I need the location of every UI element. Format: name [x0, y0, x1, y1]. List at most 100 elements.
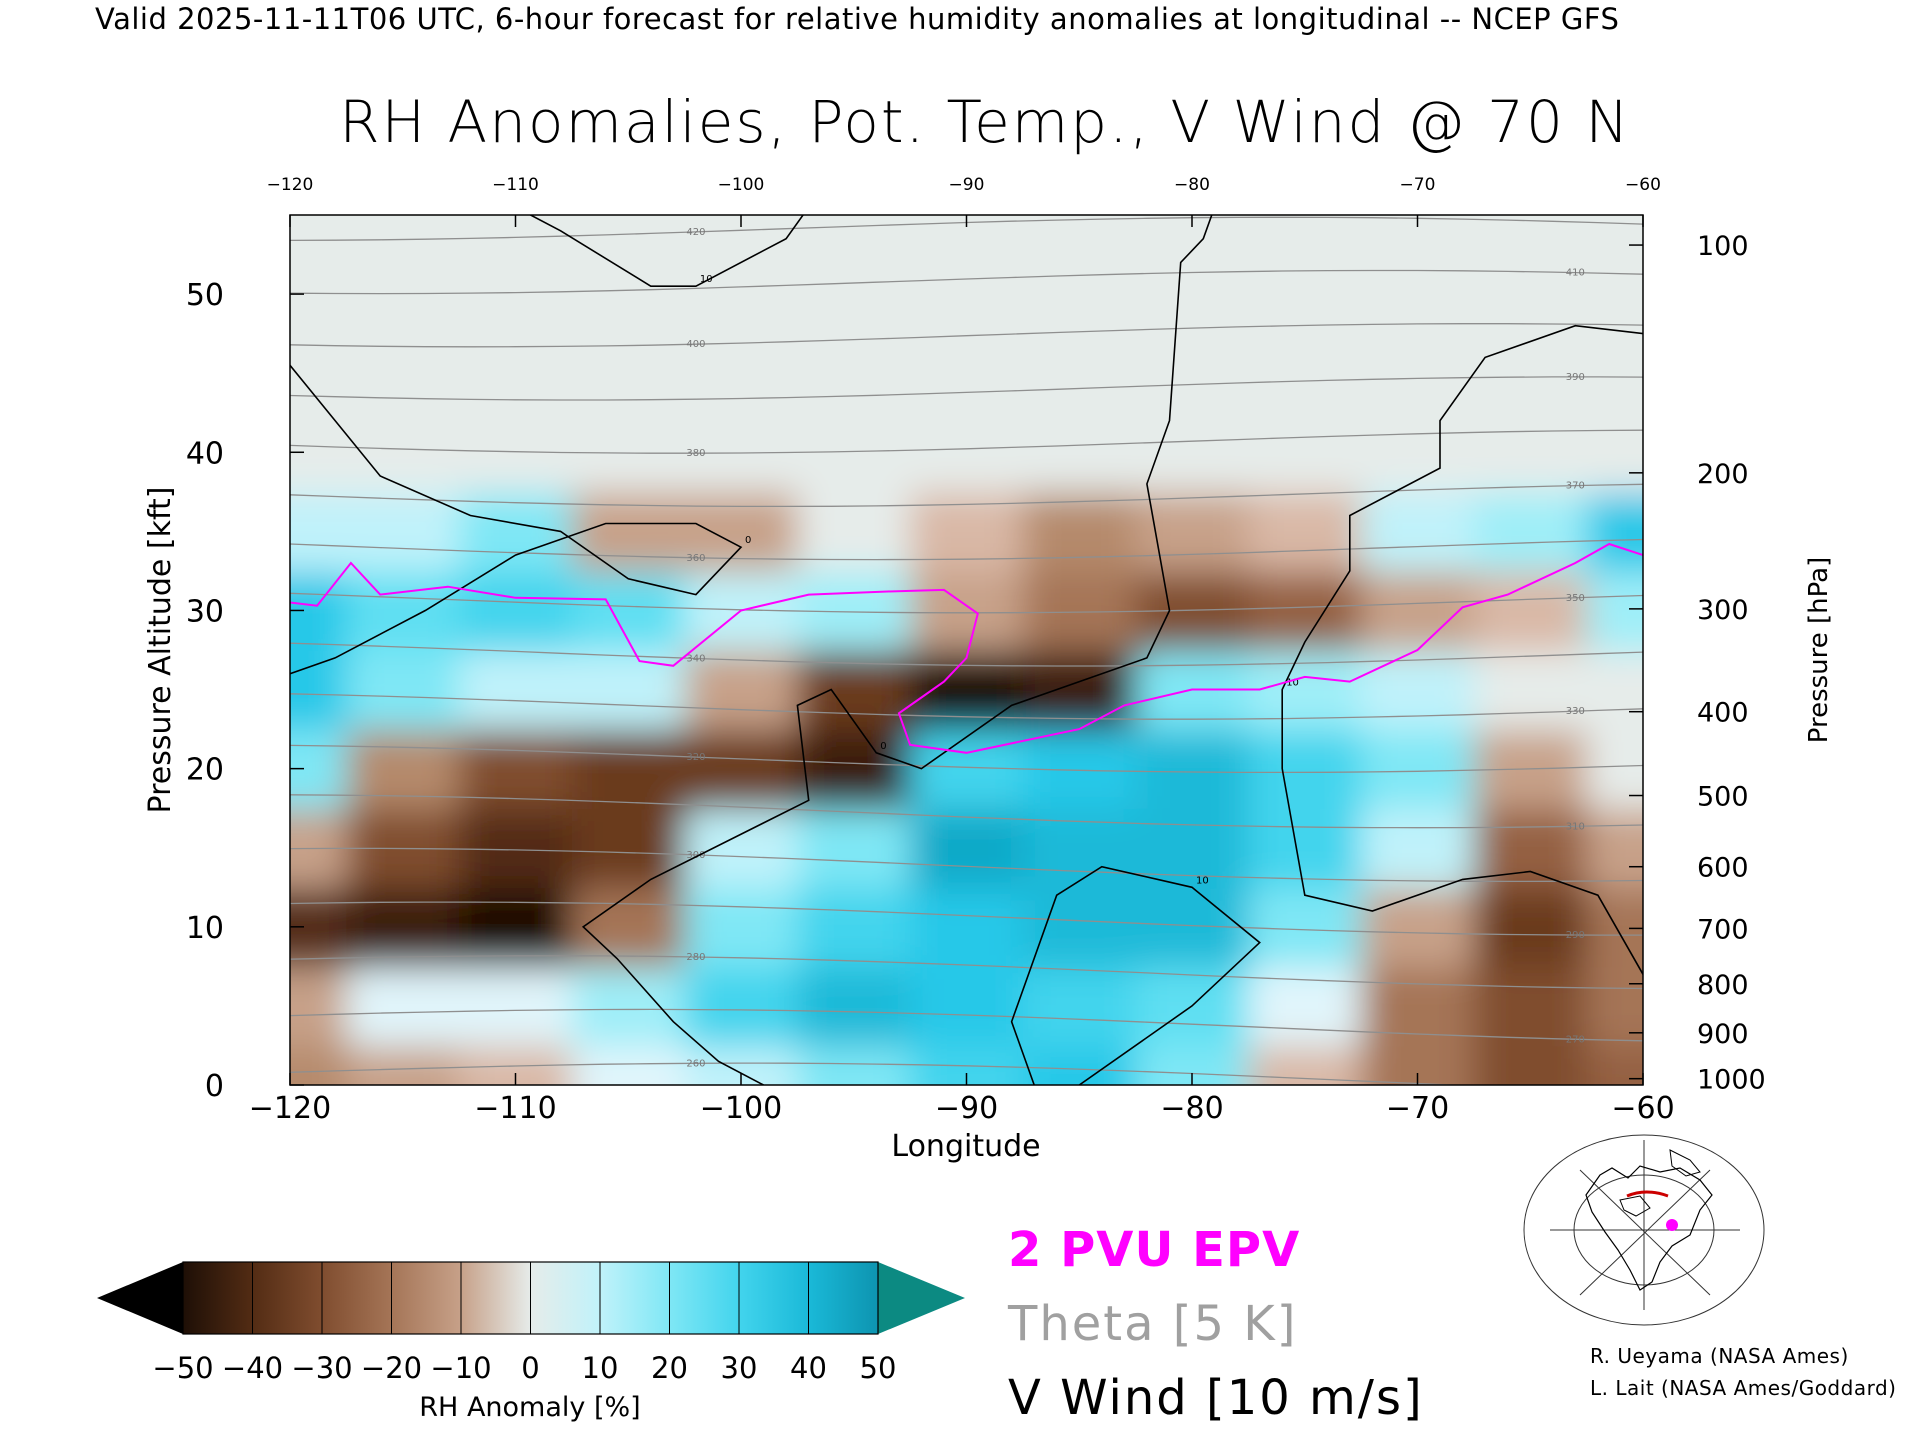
x-tick-label-top: −80 — [1174, 175, 1210, 195]
x-tick-label: −80 — [1160, 1091, 1223, 1126]
axes: −120 −120 −110 −110 −100 −100 −90 −90 −80 −80 −70 −… — [143, 175, 1834, 1164]
v-wind-line — [290, 364, 743, 675]
v-wind-line — [1281, 324, 1643, 975]
rh-cell — [571, 966, 686, 1047]
rh-cell — [571, 887, 686, 968]
colorbar-segment — [252, 1262, 323, 1334]
theta-label: 320 — [686, 752, 705, 763]
v-wind-label: 0 — [745, 535, 751, 546]
x-tick-label-top: −100 — [718, 175, 765, 195]
y-tick-label: 30 — [186, 594, 224, 629]
pressure-tick-label: 400 — [1697, 698, 1749, 729]
colorbar-segment — [600, 1262, 670, 1334]
rh-cell — [1586, 412, 1643, 493]
rh-cell — [346, 412, 461, 493]
rh-cell — [459, 729, 573, 810]
y-tick-label: 50 — [186, 278, 224, 313]
rh-cell — [1473, 808, 1588, 889]
v-wind-label: 10 — [700, 274, 713, 285]
rh-cell — [1022, 491, 1137, 572]
v-wind-line — [581, 215, 1213, 1085]
rh-cell — [1361, 729, 1475, 810]
rh-cell — [1361, 254, 1475, 335]
rh-cell — [910, 887, 1024, 968]
pressure-tick-label: 900 — [1697, 1019, 1749, 1050]
colorbar-tick-label: 40 — [790, 1351, 827, 1385]
colorbar-segment — [530, 1262, 601, 1334]
theta-line — [290, 376, 1643, 401]
rh-cell — [1248, 254, 1363, 335]
rh-cell — [290, 966, 348, 1047]
rh-cell — [346, 254, 461, 335]
rh-cell — [571, 570, 686, 651]
x-tick-label-top: −90 — [949, 175, 985, 195]
rh-cell — [571, 808, 686, 889]
rh-cell — [1022, 333, 1137, 414]
rh-cell — [1361, 491, 1475, 572]
colorbar-segment — [461, 1262, 531, 1334]
x-tick-label-top: −70 — [1400, 175, 1436, 195]
rh-cell — [459, 570, 573, 651]
rh-cell — [1135, 333, 1250, 414]
rh-cell — [571, 729, 686, 810]
rh-cell — [1248, 570, 1363, 651]
rh-cell — [910, 254, 1024, 335]
rh-cell — [1473, 333, 1588, 414]
colorbar-tick-label: −10 — [430, 1351, 491, 1385]
theta-line — [290, 483, 1643, 508]
colorbar-segment — [391, 1262, 462, 1334]
colorbar-tick-label: 30 — [721, 1351, 758, 1385]
theta-label: 300 — [686, 850, 705, 861]
location-map — [1523, 1134, 1765, 1326]
y-tick-label: 10 — [186, 911, 224, 946]
credit-line-1: R. Ueyama (NASA Ames) — [1590, 1344, 1849, 1368]
theta-line — [290, 744, 1643, 774]
theta-label: 380 — [686, 448, 705, 459]
x-tick-label-top: −120 — [267, 175, 314, 195]
rh-cell — [797, 412, 912, 493]
colorbar-tick-label: 20 — [651, 1351, 688, 1385]
colorbar-tick-label: −30 — [291, 1351, 352, 1385]
rh-cell — [684, 254, 799, 335]
v-wind-label: 0 — [880, 741, 886, 752]
rh-cell — [290, 1045, 348, 1085]
colorbar-tick-label: −40 — [222, 1351, 283, 1385]
rh-cell — [1135, 729, 1250, 810]
y-axis-label-left: Pressure Altitude [kft] — [143, 487, 178, 814]
theta-label: 370 — [1566, 481, 1585, 492]
rh-cell — [1022, 215, 1137, 256]
theta-label: 360 — [686, 553, 705, 564]
rh-cell — [1248, 333, 1363, 414]
rh-cell — [797, 215, 912, 256]
rh-cell — [910, 412, 1024, 493]
rh-cell — [1586, 570, 1643, 651]
theta-line — [290, 323, 1643, 348]
x-tick-label-top: −60 — [1625, 175, 1661, 195]
theta-contours: 260 270 280 290 300 310 320 330 340 350 360 370 380 3… — [290, 216, 1643, 1085]
colorbar-max-arrow — [878, 1262, 965, 1334]
rh-cell — [910, 333, 1024, 414]
epv-contour — [290, 542, 1643, 754]
x-tick-label: −90 — [935, 1091, 998, 1126]
colorbar-segment — [322, 1262, 392, 1334]
rh-cell — [797, 333, 912, 414]
v-wind-label: 10 — [1286, 678, 1299, 689]
rh-cell — [1248, 808, 1363, 889]
rh-cell — [1248, 215, 1363, 256]
rh-cell — [1473, 966, 1588, 1047]
rh-cell — [1473, 254, 1588, 335]
v-wind-label: 10 — [1196, 875, 1209, 886]
rh-cell — [346, 491, 461, 572]
rh-cell — [1473, 491, 1588, 572]
rh-cell — [797, 1045, 912, 1085]
rh-cell — [684, 729, 799, 810]
colorbar-tick-label: −20 — [361, 1351, 422, 1385]
theta-label: 350 — [1566, 593, 1585, 604]
rh-cell — [1135, 254, 1250, 335]
rh-cell — [346, 570, 461, 651]
colorbar-tick-label: −50 — [152, 1351, 213, 1385]
theta-line — [290, 955, 1643, 990]
legend-vwind: V Wind [10 m/s] — [1008, 1370, 1424, 1426]
rh-cell — [571, 650, 686, 731]
